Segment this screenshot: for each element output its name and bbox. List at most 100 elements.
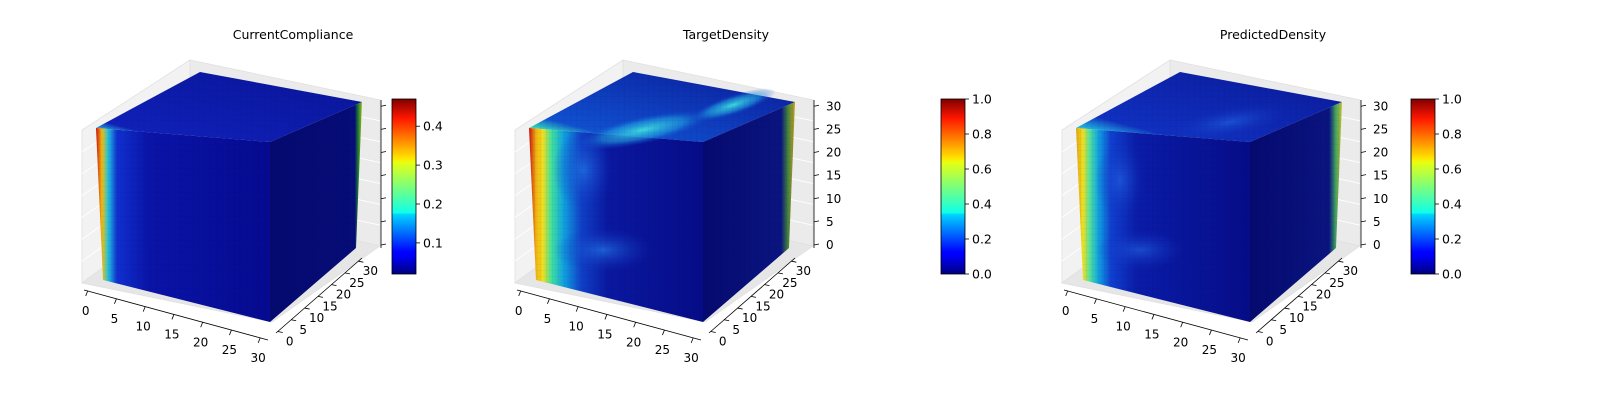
colorbar-tick-label: 0.8 <box>1442 127 1462 142</box>
z-tick <box>1360 174 1367 177</box>
panel-1: CurrentCompliance05101520253005101520253… <box>81 27 443 365</box>
colorbar-tick-label: 1.0 <box>1442 92 1462 107</box>
z-tick <box>380 197 387 200</box>
x-tick-label: 20 <box>1173 335 1188 349</box>
y-tick <box>764 284 770 287</box>
voxel-grid <box>529 72 795 142</box>
y-tick <box>331 284 337 287</box>
x-tick-label: 15 <box>1144 327 1159 341</box>
z-tick-label: 10 <box>1373 192 1388 206</box>
y-tick-label: 5 <box>732 323 740 337</box>
z-tick-label: 0 <box>1373 238 1381 252</box>
x-tick-label: 10 <box>569 320 584 334</box>
y-axis-line <box>1255 257 1343 334</box>
x-tick-label: 25 <box>1202 343 1217 357</box>
x-tick-label: 10 <box>136 320 151 334</box>
z-tick <box>813 151 820 153</box>
z-tick <box>1360 220 1367 223</box>
x-tick <box>200 322 204 328</box>
y-tick <box>791 260 797 263</box>
y-tick-label: 0 <box>719 335 727 349</box>
colorbar-tick-label: 0.4 <box>423 119 443 134</box>
colorbar-tick-label: 0.4 <box>1442 197 1462 212</box>
colorbar-gradient <box>940 98 966 275</box>
z-tick <box>1360 243 1367 246</box>
voxel-grid <box>1076 72 1342 142</box>
colorbar-tick-label: 0.1 <box>423 235 443 250</box>
y-tick <box>724 319 730 322</box>
x-axis-line <box>516 289 702 341</box>
colorbar-tick-label: 0.6 <box>1442 162 1462 177</box>
y-tick <box>291 319 297 322</box>
y-tick <box>1311 284 1317 287</box>
z-tick <box>380 174 387 177</box>
colorbar: 0.0 0.2 0.4 0.6 0.8 1.0 <box>940 92 992 282</box>
x-tick <box>85 290 89 297</box>
x-tick <box>1180 322 1184 328</box>
z-tick-label: 0 <box>826 238 834 252</box>
y-tick <box>710 331 716 333</box>
x-tick-label: 15 <box>164 327 179 341</box>
z-tick <box>813 197 820 200</box>
voxel-grid <box>529 128 703 322</box>
panel-title: CurrentCompliance <box>233 27 354 42</box>
x-tick <box>633 322 637 328</box>
panel-title: TargetDensity <box>682 27 770 42</box>
voxel-grid <box>96 128 270 322</box>
y-tick-label: 30 <box>796 264 811 278</box>
z-tick-label: 5 <box>1373 215 1381 229</box>
y-tick <box>358 260 364 263</box>
colorbar: 0.1 0.2 0.3 0.4 <box>391 98 443 275</box>
z-tick <box>1360 104 1367 107</box>
y-axis-line <box>275 257 363 334</box>
x-tick-label: 30 <box>251 351 266 365</box>
y-tick-label: 5 <box>299 323 307 337</box>
x-tick <box>690 337 694 344</box>
y-tick-label: 30 <box>1343 264 1358 278</box>
y-tick <box>344 272 350 275</box>
panel-title: PredictedDensity <box>1220 27 1327 42</box>
z-tick-label: 15 <box>826 169 841 183</box>
panel-3: PredictedDensity051015202530051015202530… <box>1061 27 1462 365</box>
x-tick-label: 5 <box>544 312 552 326</box>
y-tick <box>737 307 743 310</box>
x-tick-label: 0 <box>1062 304 1070 318</box>
x-tick-label: 5 <box>1091 312 1099 326</box>
z-tick <box>813 220 820 223</box>
voxel-grid <box>703 102 795 322</box>
x-tick-label: 30 <box>1231 351 1246 365</box>
z-tick <box>380 220 387 223</box>
y-tick-label: 25 <box>1329 276 1344 290</box>
voxel-grid <box>1076 128 1250 322</box>
voxel-grid <box>270 102 362 322</box>
z-tick-label: 10 <box>826 192 841 206</box>
y-tick <box>317 295 324 298</box>
x-tick <box>604 314 608 320</box>
x-tick <box>547 298 550 304</box>
colorbar-gradient <box>1410 98 1436 275</box>
y-tick <box>1338 260 1344 263</box>
y-tick <box>777 272 783 275</box>
z-tick-label: 15 <box>1373 169 1388 183</box>
x-tick <box>1094 298 1097 304</box>
y-tick-label: 0 <box>1266 335 1274 349</box>
x-tick-label: 0 <box>515 304 523 318</box>
z-tick <box>813 243 820 246</box>
voxel-grid <box>1250 102 1342 322</box>
z-tick <box>813 128 820 130</box>
x-tick <box>1065 290 1069 297</box>
y-tick <box>304 307 310 310</box>
colorbar-tick-label: 0.2 <box>1442 232 1462 247</box>
y-tick-label: 20 <box>769 288 784 302</box>
z-tick-label: 5 <box>826 215 834 229</box>
x-tick-label: 5 <box>111 312 119 326</box>
x-tick-label: 0 <box>82 304 90 318</box>
y-tick <box>750 295 757 298</box>
y-tick <box>277 331 283 333</box>
voxel-grid <box>96 72 362 142</box>
x-axis-line <box>1063 289 1249 341</box>
colorbar-tick-label: 0.2 <box>423 197 443 212</box>
z-tick <box>1360 151 1367 153</box>
x-tick-label: 20 <box>626 335 641 349</box>
x-tick-label: 25 <box>655 343 670 357</box>
